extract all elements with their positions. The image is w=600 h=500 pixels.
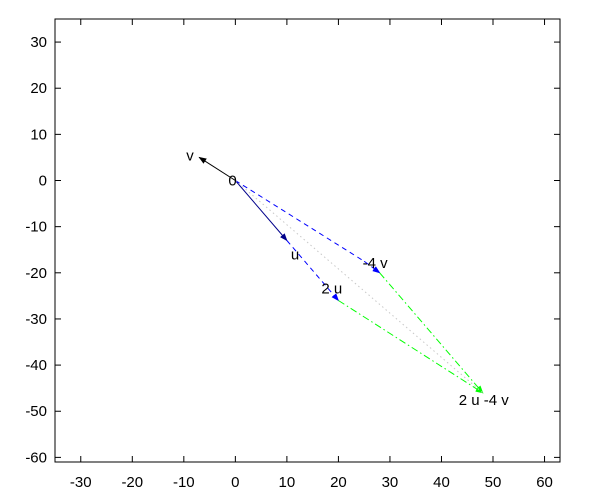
point-label-3: 2 u [321, 280, 342, 297]
vector-line-7 [235, 180, 484, 394]
plot-frame [54, 18, 561, 463]
x-tick-label: -10 [173, 474, 195, 491]
x-tick-label: 40 [433, 474, 450, 491]
point-label-2: u [291, 247, 299, 264]
x-tick-label: 60 [536, 474, 553, 491]
vector-line-1 [234, 180, 288, 242]
x-tick-label: 50 [485, 474, 502, 491]
y-tick-label: 10 [30, 126, 47, 143]
vector-series [198, 156, 484, 394]
y-tick-label: -30 [25, 311, 47, 328]
vector-line-2 [286, 240, 340, 302]
point-label-0: 0 [228, 173, 236, 190]
point-labels: 0 v u 2 u -4 v 2 u -4 v [186, 147, 509, 408]
y-tick-label: -60 [25, 449, 47, 466]
x-tick-label: 10 [279, 474, 296, 491]
x-tick-label: 20 [330, 474, 347, 491]
x-tick-label: 0 [231, 474, 239, 491]
x-tick-label: 30 [382, 474, 399, 491]
y-tick-label: 0 [39, 173, 47, 190]
y-tick-label: -50 [25, 403, 47, 420]
point-label-1: v [186, 147, 194, 164]
vector-line-3 [235, 180, 365, 262]
axis-ticks [55, 19, 560, 462]
point-label-4: -4 v [363, 255, 389, 272]
vector-line-5 [379, 272, 484, 394]
y-tick-label: -40 [25, 357, 47, 374]
x-tick-label: -30 [70, 474, 92, 491]
axis-tick-labels: -30 -20 -10 0 10 20 30 40 50 60 30 20 10 0 -10 -20 -30 -4… [25, 34, 553, 491]
y-tick-label: 20 [30, 80, 47, 97]
vector-line-6 [338, 300, 484, 394]
x-tick-label: -20 [121, 474, 143, 491]
vector-line-0 [198, 156, 236, 181]
point-label-5: 2 u -4 v [459, 392, 510, 409]
y-tick-label: -10 [25, 219, 47, 236]
y-tick-label: 30 [30, 34, 47, 51]
y-tick-label: -20 [25, 265, 47, 282]
vector-line-4 [363, 260, 381, 274]
